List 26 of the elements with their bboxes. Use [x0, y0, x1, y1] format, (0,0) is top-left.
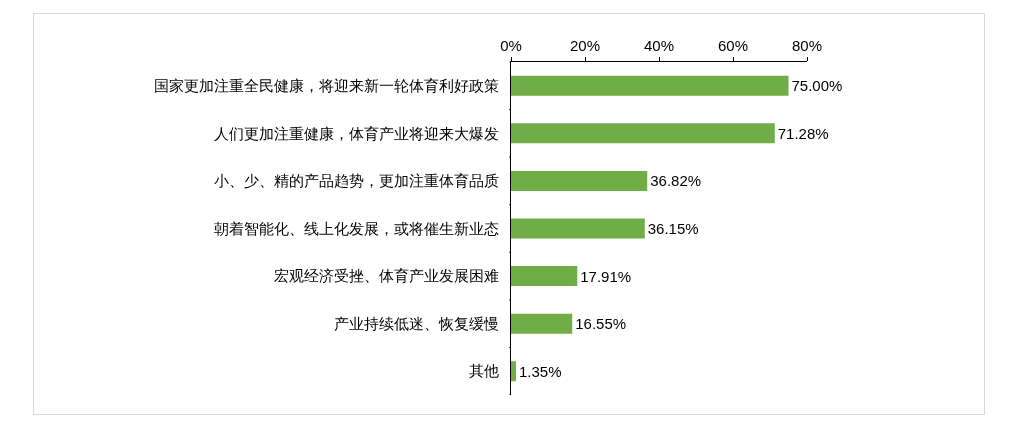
- y-tick-label: 产业持续低迷、恢复缓慢: [334, 314, 499, 332]
- y-tick-label: 其他: [469, 362, 499, 380]
- x-tick-label: 40%: [643, 37, 675, 54]
- bar: [511, 313, 573, 334]
- y-tick-label: 人们更加注重健康，体育产业将迎来大爆发: [214, 124, 499, 142]
- bar: [511, 218, 645, 239]
- data-label: 71.28%: [777, 124, 829, 142]
- data-label: 75.00%: [791, 77, 843, 95]
- x-tick-label: 60%: [717, 37, 749, 54]
- x-tick-label: 20%: [569, 37, 601, 54]
- bar: [511, 266, 578, 287]
- data-label: 16.55%: [575, 315, 627, 333]
- y-tick-label: 宏观经济受挫、体育产业发展困难: [274, 267, 499, 285]
- y-tick-label: 小、少、精的产品趋势，更加注重体育品质: [214, 172, 499, 190]
- bar: [511, 75, 789, 96]
- y-tick-label: 国家更加注重全民健康，将迎来新一轮体育利好政策: [154, 77, 499, 95]
- data-label: 1.35%: [519, 362, 562, 380]
- bar: [511, 170, 648, 191]
- bar: [511, 361, 516, 382]
- x-tick-label: 0%: [500, 37, 522, 54]
- y-tick-label: 朝着智能化、线上化发展，或将催生新业态: [214, 219, 499, 237]
- data-label: 17.91%: [580, 267, 632, 285]
- bar: [511, 123, 775, 144]
- data-label: 36.82%: [650, 172, 702, 190]
- x-tick-label: 80%: [791, 37, 823, 54]
- data-label: 36.15%: [647, 220, 699, 237]
